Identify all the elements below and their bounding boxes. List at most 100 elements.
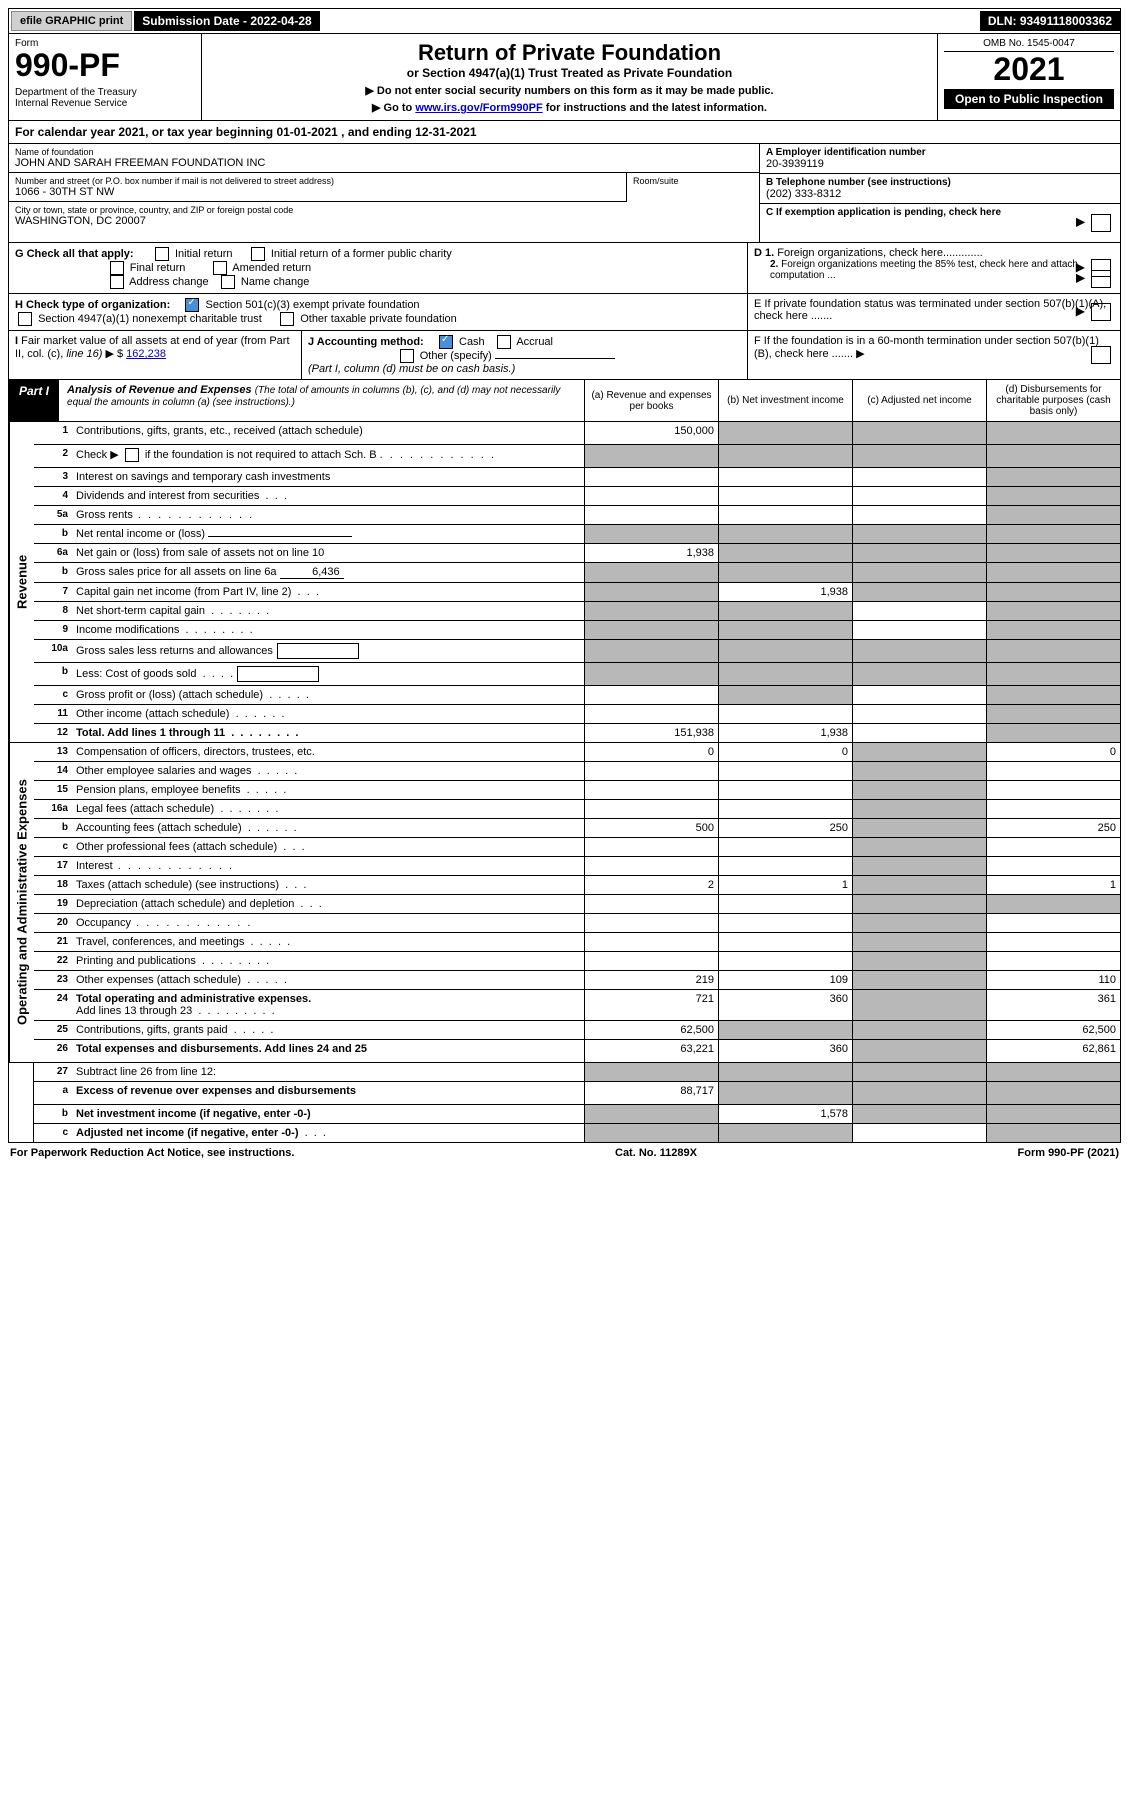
line-10a-desc: Gross sales less returns and allowances <box>72 640 584 662</box>
g-row: G Check all that apply: Initial return I… <box>8 243 1121 293</box>
line-5b-c <box>852 525 986 543</box>
schb-checkbox[interactable] <box>125 448 139 462</box>
line-22-a <box>584 952 718 970</box>
efile-button[interactable]: efile GRAPHIC print <box>11 11 132 31</box>
exemption-checkbox[interactable] <box>1091 214 1111 232</box>
name-change-checkbox[interactable] <box>221 275 235 289</box>
line-6b-d <box>986 563 1120 582</box>
line-4-desc-text: Dividends and interest from securities <box>76 490 259 502</box>
line-25-c <box>852 1021 986 1039</box>
line-16b-a: 500 <box>584 819 718 837</box>
line-11-b <box>718 705 852 723</box>
line-3-desc: Interest on savings and temporary cash i… <box>72 468 584 486</box>
d2-checkbox[interactable] <box>1091 270 1111 288</box>
line-2-a <box>584 445 718 467</box>
line-5a-a <box>584 506 718 524</box>
revenue-table: Revenue 1 Contributions, gifts, grants, … <box>8 422 1121 743</box>
line-10a-c <box>852 640 986 662</box>
line-25-b <box>718 1021 852 1039</box>
line-10a: 10a Gross sales less returns and allowan… <box>34 640 1120 663</box>
ein-label: A Employer identification number <box>766 147 1114 158</box>
line-4: 4 Dividends and interest from securities… <box>34 487 1120 506</box>
line-2-d <box>986 445 1120 467</box>
line-10c-d <box>986 686 1120 704</box>
col-headers: (a) Revenue and expenses per books (b) N… <box>584 380 1120 421</box>
h-opt-2: Section 4947(a)(1) nonexempt charitable … <box>38 313 262 325</box>
line-27b-desc-text: Net investment income (if negative, ente… <box>76 1108 311 1120</box>
501c3-checkbox[interactable] <box>185 298 199 312</box>
line-16b-num: b <box>34 819 72 837</box>
j-label: J Accounting method: <box>308 336 424 348</box>
line-10c-desc-text: Gross profit or (loss) (attach schedule) <box>76 689 263 701</box>
line-19-b <box>718 895 852 913</box>
d1-label: D 1. D 1. Foreign organizations, check h… <box>754 247 1114 259</box>
dept-label: Department of the Treasury Internal Reve… <box>15 87 195 109</box>
line-15-num: 15 <box>34 781 72 799</box>
line-3-a <box>584 468 718 486</box>
line-24-b: 360 <box>718 990 852 1020</box>
line-14-c <box>852 762 986 780</box>
line-19-desc: Depreciation (attach schedule) and deple… <box>72 895 584 913</box>
line-11: 11 Other income (attach schedule) . . . … <box>34 705 1120 724</box>
line-23-desc-text: Other expenses (attach schedule) <box>76 974 241 986</box>
line-7-desc-text: Capital gain net income (from Part IV, l… <box>76 586 291 598</box>
line-26-b: 360 <box>718 1040 852 1062</box>
line-12-a: 151,938 <box>584 724 718 742</box>
line-13: 13 Compensation of officers, directors, … <box>34 743 1120 762</box>
initial-return-checkbox[interactable] <box>155 247 169 261</box>
ein: 20-3939119 <box>766 158 1114 170</box>
line-5a-c <box>852 506 986 524</box>
line-10a-a <box>584 640 718 662</box>
line-23-b: 109 <box>718 971 852 989</box>
foundation-name: JOHN AND SARAH FREEMAN FOUNDATION INC <box>15 157 753 169</box>
4947-checkbox[interactable] <box>18 312 32 326</box>
line-8-num: 8 <box>34 602 72 620</box>
instr-2: ▶ Go to www.irs.gov/Form990PF for instru… <box>208 101 931 114</box>
footer-right: Form 990-PF (2021) <box>1018 1147 1120 1159</box>
e-checkbox[interactable] <box>1091 303 1111 321</box>
f-checkbox[interactable] <box>1091 346 1111 364</box>
other-taxable-checkbox[interactable] <box>280 312 294 326</box>
line-12-desc: Total. Add lines 1 through 11 . . . . . … <box>72 724 584 742</box>
line-5a: 5a Gross rents <box>34 506 1120 525</box>
line-25-desc: Contributions, gifts, grants paid . . . … <box>72 1021 584 1039</box>
line-18: 18 Taxes (attach schedule) (see instruct… <box>34 876 1120 895</box>
line-5b-d <box>986 525 1120 543</box>
info-grid: Name of foundation JOHN AND SARAH FREEMA… <box>8 144 1121 243</box>
line-16a-desc: Legal fees (attach schedule) . . . . . .… <box>72 800 584 818</box>
line-10a-d <box>986 640 1120 662</box>
address-change-checkbox[interactable] <box>110 275 124 289</box>
line-27b: b Net investment income (if negative, en… <box>34 1105 1120 1124</box>
line-10c-a <box>584 686 718 704</box>
dln: DLN: 93491118003362 <box>980 11 1120 31</box>
line-7-d <box>986 583 1120 601</box>
final-return-checkbox[interactable] <box>110 261 124 275</box>
open-inspection: Open to Public Inspection <box>944 89 1114 109</box>
initial-former-checkbox[interactable] <box>251 247 265 261</box>
line-10b: b Less: Cost of goods sold . . . . <box>34 663 1120 686</box>
line-16a-b <box>718 800 852 818</box>
line-18-desc: Taxes (attach schedule) (see instruction… <box>72 876 584 894</box>
part1-header: Part I Analysis of Revenue and Expenses … <box>8 380 1121 422</box>
line-10a-b <box>718 640 852 662</box>
cash-checkbox[interactable] <box>439 335 453 349</box>
other-method-checkbox[interactable] <box>400 349 414 363</box>
line-6a-b <box>718 544 852 562</box>
line-3: 3 Interest on savings and temporary cash… <box>34 468 1120 487</box>
line-9-num: 9 <box>34 621 72 639</box>
line-2-num: 2 <box>34 445 72 467</box>
line-10c: c Gross profit or (loss) (attach schedul… <box>34 686 1120 705</box>
line-17-desc: Interest <box>72 857 584 875</box>
line-27b-num: b <box>34 1105 72 1123</box>
line-18-desc-text: Taxes (attach schedule) (see instruction… <box>76 879 279 891</box>
line-11-c <box>852 705 986 723</box>
line-6a-a: 1,938 <box>584 544 718 562</box>
line-13-d: 0 <box>986 743 1120 761</box>
irs-link[interactable]: www.irs.gov/Form990PF <box>415 102 542 114</box>
g-left: G Check all that apply: Initial return I… <box>9 243 747 293</box>
line-16c-num: c <box>34 838 72 856</box>
col-a-header: (a) Revenue and expenses per books <box>584 380 718 421</box>
accrual-checkbox[interactable] <box>497 335 511 349</box>
subtotal-table: 27 Subtract line 26 from line 12: a Exce… <box>8 1063 1121 1143</box>
amended-return-checkbox[interactable] <box>213 261 227 275</box>
